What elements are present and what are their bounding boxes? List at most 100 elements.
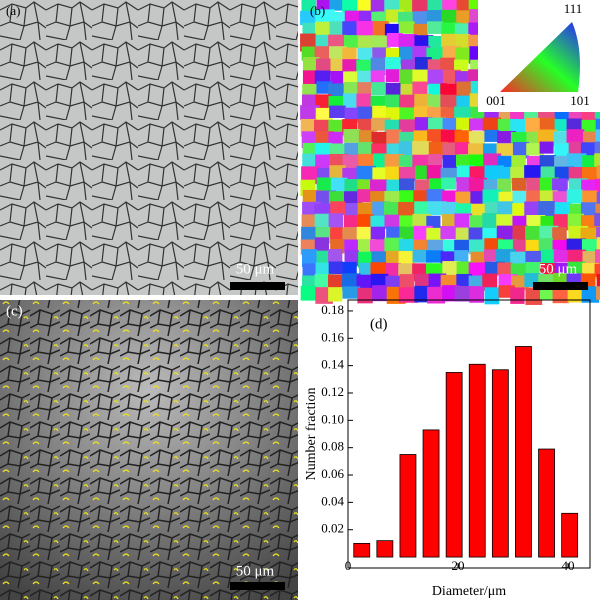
panel-label: (b)	[310, 3, 325, 18]
grain	[356, 165, 377, 182]
grain	[427, 94, 443, 110]
grain	[582, 155, 598, 168]
y-tick-label: 0.02	[321, 521, 344, 536]
grain	[595, 118, 600, 132]
grain	[399, 274, 415, 291]
grain	[356, 21, 376, 39]
grain	[469, 154, 488, 168]
grain	[329, 165, 346, 181]
grain	[441, 201, 458, 218]
grain	[370, 215, 388, 229]
y-tick-label: 0.16	[321, 329, 344, 344]
bar	[515, 346, 532, 558]
grain	[427, 239, 444, 253]
grain	[329, 21, 344, 37]
grain	[329, 143, 347, 157]
panel-label: (c)	[6, 303, 23, 319]
grain	[482, 189, 502, 205]
grain	[385, 262, 401, 279]
x-tick-label: 20	[452, 558, 465, 573]
grain	[413, 23, 429, 38]
grain	[512, 190, 530, 205]
bar	[491, 369, 509, 558]
grain	[512, 142, 529, 159]
grain	[343, 215, 363, 228]
grain	[442, 261, 461, 277]
grain	[356, 93, 372, 109]
grain	[596, 286, 600, 300]
plot-frame	[347, 299, 591, 569]
grain	[512, 177, 527, 191]
grain	[412, 81, 428, 96]
grain	[454, 250, 469, 264]
scale-bar	[533, 282, 588, 290]
grain	[497, 262, 513, 276]
grain	[442, 155, 458, 171]
grain	[372, 21, 389, 37]
grain	[568, 141, 585, 157]
grain	[468, 239, 485, 255]
grain	[440, 94, 461, 110]
grain	[357, 202, 377, 218]
grain	[384, 94, 403, 108]
grain	[357, 82, 372, 96]
grain	[413, 239, 429, 252]
grain	[594, 263, 600, 277]
grain	[456, 95, 472, 110]
grain	[328, 131, 343, 147]
grain	[372, 105, 387, 119]
grain	[596, 191, 600, 206]
grain	[343, 35, 359, 48]
y-tick-label: 0.06	[321, 466, 344, 481]
grain	[497, 201, 514, 218]
grain	[454, 286, 472, 302]
grain	[454, 130, 473, 145]
panel-label: (d)	[370, 316, 388, 332]
grain	[398, 141, 414, 156]
grain	[384, 191, 403, 205]
bar	[353, 542, 371, 558]
grain	[398, 239, 415, 254]
grain	[552, 287, 570, 304]
grain	[554, 202, 572, 217]
key-label: 111	[564, 1, 583, 16]
grain	[342, 0, 362, 13]
grain	[301, 94, 320, 108]
grain	[426, 165, 442, 180]
grain	[596, 274, 600, 287]
grain	[342, 261, 357, 276]
grain	[398, 251, 416, 265]
grain	[426, 189, 444, 204]
grain	[315, 34, 331, 49]
grain	[358, 130, 375, 145]
grain	[483, 153, 502, 167]
grain	[539, 155, 556, 171]
grain-boundaries	[0, 300, 298, 600]
grain	[399, 226, 418, 242]
grain	[357, 214, 374, 228]
x-tick-label: 40	[562, 558, 575, 573]
grain	[370, 226, 386, 240]
grain	[412, 69, 429, 82]
grain	[300, 285, 316, 301]
grain	[328, 249, 343, 266]
grain	[553, 249, 573, 263]
grain	[398, 202, 416, 219]
grain	[566, 129, 585, 143]
grain	[385, 82, 401, 98]
grain	[484, 129, 500, 142]
grain	[398, 11, 416, 25]
grain	[330, 177, 348, 192]
grain	[455, 191, 472, 207]
y-tick-label: 0.10	[321, 411, 344, 426]
bar	[376, 540, 394, 558]
grain	[594, 213, 600, 227]
grain	[301, 249, 318, 268]
grain	[440, 226, 457, 240]
grain	[342, 273, 361, 291]
grain	[427, 286, 446, 304]
grain	[342, 286, 361, 299]
grain	[456, 117, 473, 130]
x-axis-label: Diameter/μm	[432, 584, 506, 599]
grain	[302, 263, 318, 278]
